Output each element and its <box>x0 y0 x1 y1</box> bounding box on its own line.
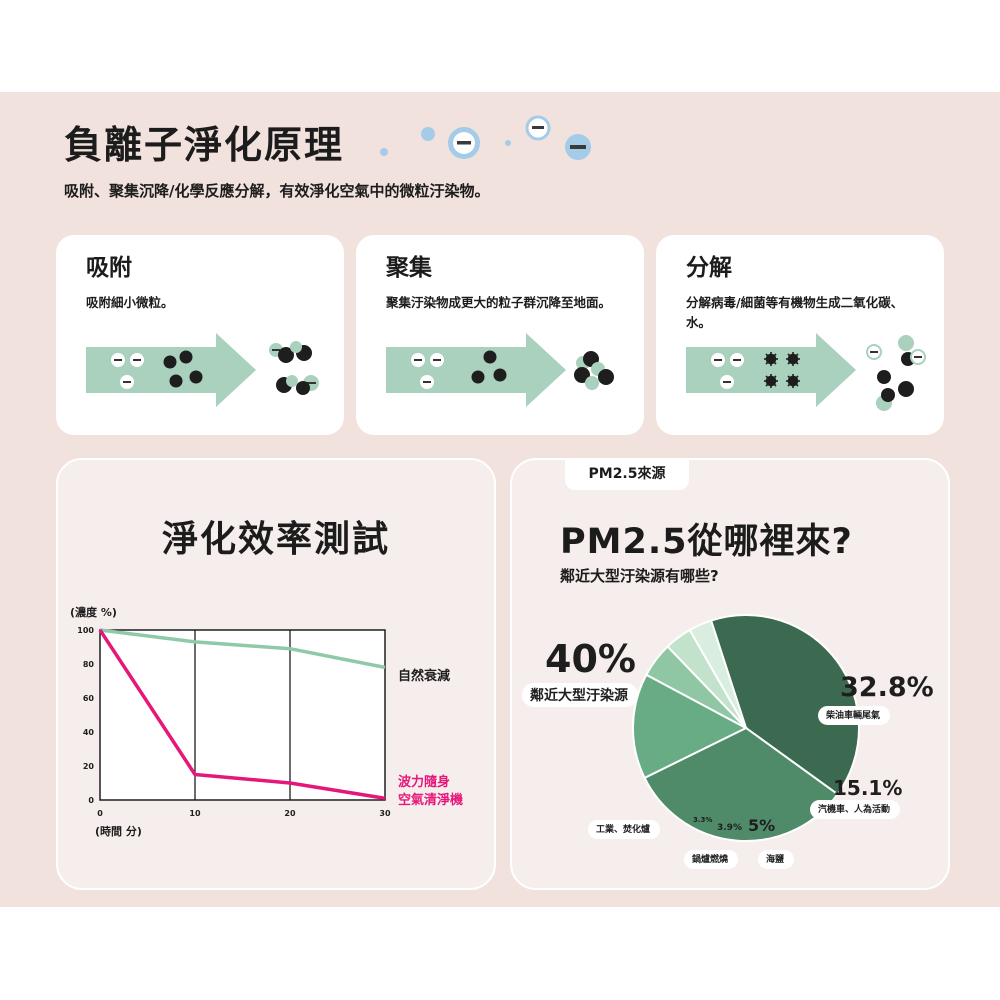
pie-name-label: 柴油車輛尾氣 <box>825 709 880 721</box>
step-description: 吸附細小微粒。 <box>86 295 174 310</box>
efficiency-test-title: 淨化效率測試 <box>161 519 390 560</box>
x-tick-label: 30 <box>379 809 391 818</box>
step-title: 分解 <box>686 255 732 281</box>
pm25-tab-label: PM2.5來源 <box>565 460 689 490</box>
x-axis-label: (時間 分) <box>95 824 142 838</box>
step-card-aggregate: 聚集 聚集汙染物成更大的粒子群沉降至地面。 <box>356 235 644 435</box>
y-tick-label: 80 <box>83 660 95 669</box>
page-subtitle: 吸附、聚集沉降/化學反應分解，有效淨化空氣中的微粒汙染物。 <box>64 182 490 200</box>
step-card-decompose: 分解 分解病毒/細菌等有機物生成二氧化碳、水。 <box>656 235 944 435</box>
pie-name-label: 海鹽 <box>766 853 784 865</box>
pie-name-pill <box>818 706 890 725</box>
pie-slice <box>709 614 860 796</box>
series-line-purifier <box>98 629 386 801</box>
step-title: 聚集 <box>386 255 432 281</box>
pie-name-pill <box>810 800 900 819</box>
y-axis-label: (濃度 %) <box>70 605 117 619</box>
pie-name-pill <box>758 850 794 869</box>
x-tick-label: 10 <box>189 809 201 818</box>
pm25-subtitle: 鄰近大型汙染源有哪些? <box>560 567 719 585</box>
pie-slice <box>632 673 749 780</box>
pie-name-label: 鍋爐燃燒 <box>692 853 728 865</box>
pie-name-label: 工業、焚化爐 <box>596 823 650 835</box>
pm25-title: PM2.5從哪裡來? <box>560 522 853 562</box>
y-tick-label: 20 <box>83 762 95 771</box>
y-tick-label: 100 <box>77 626 94 635</box>
pie-name-pill <box>522 683 638 707</box>
pie-name-pill <box>588 820 660 839</box>
pie-name-label: 汽機車、人為活動 <box>818 803 890 815</box>
legend-natural-decay: 自然衰減 <box>398 668 450 684</box>
pie-value-label: 5% <box>748 816 775 835</box>
ion-decoration-icon <box>380 115 591 160</box>
legend-purifier: 波力隨身 空氣清淨機 <box>398 774 463 808</box>
pie-value-label: 40% <box>545 637 636 681</box>
page-title: 負離子淨化原理 <box>64 123 345 167</box>
pie-name-pill <box>684 850 738 869</box>
series-line-natural-decay <box>99 628 386 670</box>
y-tick-label: 40 <box>83 728 95 737</box>
pie-name-label: 鄰近大型汙染源 <box>530 687 628 704</box>
pie-value-label: 15.1% <box>833 776 902 800</box>
x-tick-label: 20 <box>284 809 296 818</box>
pie-slice <box>688 619 747 729</box>
step-card-adsorb: 吸附 吸附細小微粒。 <box>56 235 344 435</box>
pie-value-label: 3.9% <box>717 823 742 833</box>
step-description: 分解病毒/細菌等有機物生成二氧化碳、水。 <box>686 295 904 330</box>
step-title: 吸附 <box>86 255 132 281</box>
x-tick-label: 0 <box>97 809 103 818</box>
y-tick-label: 0 <box>88 796 94 805</box>
pie-value-label: 32.8% <box>840 672 934 703</box>
decompose-illustration <box>686 333 926 411</box>
aggregate-illustration <box>386 333 614 407</box>
y-tick-label: 60 <box>83 694 95 703</box>
adsorb-illustration <box>86 333 319 407</box>
pie-value-label: 3.3% <box>693 816 712 824</box>
step-description: 聚集汙染物成更大的粒子群沉降至地面。 <box>386 295 612 310</box>
